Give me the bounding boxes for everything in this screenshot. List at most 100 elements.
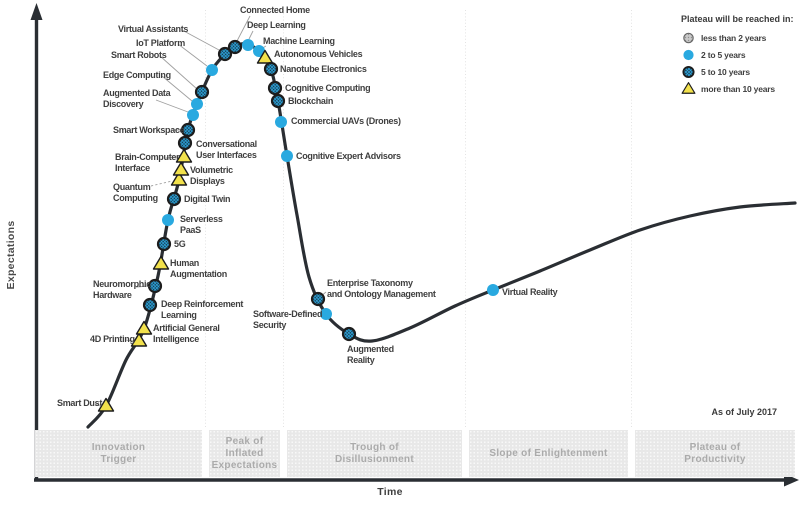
- label-deep-reinforcement-learning: Deep Reinforcement Learning: [161, 299, 244, 320]
- dark-marker-glyph: [682, 65, 695, 79]
- marker-nanotube-electronics: [263, 61, 279, 77]
- marker-smart-dust: [97, 397, 115, 412]
- label-smart-dust: Smart Dust: [57, 398, 103, 408]
- marker-cognitive-expert-advisors: [281, 150, 293, 162]
- marker-augmented-reality: [341, 326, 357, 342]
- legend-item-label: 5 to 10 years: [701, 66, 750, 77]
- leader-smart-robots: [159, 55, 198, 90]
- legend-title: Plateau will be reached in:: [681, 14, 794, 24]
- label-connected-home: Connected Home: [240, 5, 310, 15]
- label-enterprise-taxonomy-and-ontology-management: Enterprise Taxonomy and Ontology Manageme…: [327, 278, 436, 299]
- marker-blockchain: [270, 93, 286, 109]
- label-5g: 5G: [174, 239, 186, 249]
- label-augmented-reality: Augmented Reality: [347, 344, 394, 365]
- legend-item-5-to-10-years: 5 to 10 years: [681, 63, 794, 80]
- marker-cognitive-computing: [267, 80, 283, 96]
- x-axis-label: Time: [377, 486, 403, 498]
- marker-virtual-reality: [487, 284, 499, 296]
- label-machine-learning: Machine Learning: [263, 36, 335, 46]
- label-smart-robots: Smart Robots: [111, 50, 167, 60]
- legend-item-label: 2 to 5 years: [701, 49, 746, 60]
- marker-connected-home: [227, 39, 243, 55]
- marker-virtual-assistants: [217, 46, 233, 62]
- legend-item-2-to-5-years: 2 to 5 years: [681, 46, 794, 63]
- label-software-defined-security: Software-Defined Security: [253, 309, 323, 330]
- cyan-marker-glyph: [683, 49, 694, 61]
- marker-neuromorphic-hardware: [147, 278, 163, 294]
- triangle-marker-icon: [681, 82, 696, 94]
- marker-conversational-user-interfaces: [177, 135, 193, 151]
- marker-volumetric-displays: [172, 161, 190, 176]
- label-human-augmentation: Human Augmentation: [170, 258, 227, 279]
- leader-4d-printing: [125, 339, 134, 342]
- label-conversational-user-interfaces: Conversational User Interfaces: [196, 139, 257, 160]
- label-neuromorphic-hardware: Neuromorphic Hardware: [93, 279, 151, 300]
- label-digital-twin: Digital Twin: [184, 194, 231, 204]
- leader-smart-dust: [94, 403, 101, 407]
- label-nanotube-electronics: Nanotube Electronics: [280, 64, 367, 74]
- marker-quantum-computing: [170, 171, 188, 186]
- triangle-marker-glyph: [681, 82, 696, 94]
- phase-slope-of-enlightenment: Slope of Enlightenment: [469, 430, 628, 477]
- leader-virtual-assistants: [181, 29, 220, 51]
- leader-brain-computer-interface: [165, 156, 178, 159]
- legend: Plateau will be reached in: less than 2 …: [681, 14, 794, 97]
- label-deep-learning: Deep Learning: [247, 20, 306, 30]
- marker-serverless-paas: [162, 214, 174, 226]
- label-leader-lines: [94, 15, 327, 407]
- marker-autonomous-vehicles: [256, 49, 274, 64]
- marker-commercial-uavs-drones: [275, 116, 287, 128]
- leader-connected-home: [236, 15, 251, 42]
- leader-edge-computing: [161, 75, 193, 102]
- label-volumetric-displays: Volumetric Displays: [190, 165, 233, 186]
- label-commercial-uavs-drones: Commercial UAVs (Drones): [291, 116, 401, 126]
- y-axis-label: Expectations: [5, 220, 17, 290]
- marker-deep-reinforcement-learning: [142, 297, 158, 313]
- label-autonomous-vehicles: Autonomous Vehicles: [274, 49, 363, 59]
- marker-5g: [156, 236, 172, 252]
- label-brain-computer-interface: Brain-Computer Interface: [115, 152, 180, 173]
- label-artificial-general-intelligence: Artificial General Intelligence: [153, 323, 220, 344]
- marker-smart-robots: [194, 84, 210, 100]
- label-virtual-assistants: Virtual Assistants: [118, 24, 189, 34]
- marker-artificial-general-intelligence: [135, 320, 153, 335]
- phase-innovation-trigger: Innovation Trigger: [35, 430, 202, 477]
- leader-quantum-computing: [150, 180, 173, 187]
- grey-marker-icon: [683, 32, 694, 44]
- marker-iot-platform: [206, 64, 218, 76]
- label-virtual-reality: Virtual Reality: [502, 287, 558, 297]
- legend-item-more-than-10-years: more than 10 years: [681, 80, 794, 97]
- label-smart-workspace: Smart Workspace: [113, 125, 185, 135]
- phase-plateau-of-productivity: Plateau of Productivity: [635, 430, 795, 477]
- label-4d-printing: 4D Printing: [90, 334, 135, 344]
- marker-machine-learning: [253, 45, 265, 57]
- marker-enterprise-taxonomy-and-ontology-management: [310, 291, 326, 307]
- marker-human-augmentation: [152, 255, 170, 270]
- label-augmented-data-discovery: Augmented Data Discovery: [103, 88, 171, 109]
- label-edge-computing: Edge Computing: [103, 70, 171, 80]
- marker-deep-learning: [242, 39, 254, 51]
- marker-augmented-data-discovery: [187, 109, 199, 121]
- label-cognitive-expert-advisors: Cognitive Expert Advisors: [296, 151, 401, 161]
- technology-markers: [97, 39, 499, 412]
- dark-marker-icon: [682, 65, 695, 79]
- phase-dividers: [205, 10, 632, 429]
- phase-trough-of-disillusionment: Trough of Disillusionment: [287, 430, 462, 477]
- marker-4d-printing: [130, 332, 148, 347]
- y-axis-arrow-icon: [30, 3, 43, 20]
- marker-digital-twin: [166, 191, 182, 207]
- legend-items: less than 2 years 2 to 5 years 5 to 10 yea…: [681, 29, 794, 97]
- phase-peak-of-inflated-expectations: Peak of Inflated Expectations: [209, 430, 280, 477]
- leader-iot-platform: [177, 43, 208, 67]
- marker-brain-computer-interface: [175, 148, 193, 163]
- label-blockchain: Blockchain: [288, 96, 334, 106]
- leader-neuromorphic-hardware: [135, 285, 150, 288]
- legend-item-label: less than 2 years: [701, 32, 767, 43]
- label-quantum-computing: Quantum Computing: [113, 182, 158, 203]
- legend-item-less-than-2-years: less than 2 years: [681, 29, 794, 46]
- label-iot-platform: IoT Platform: [136, 38, 185, 48]
- label-cognitive-computing: Cognitive Computing: [285, 83, 371, 93]
- grey-marker-glyph: [683, 32, 694, 44]
